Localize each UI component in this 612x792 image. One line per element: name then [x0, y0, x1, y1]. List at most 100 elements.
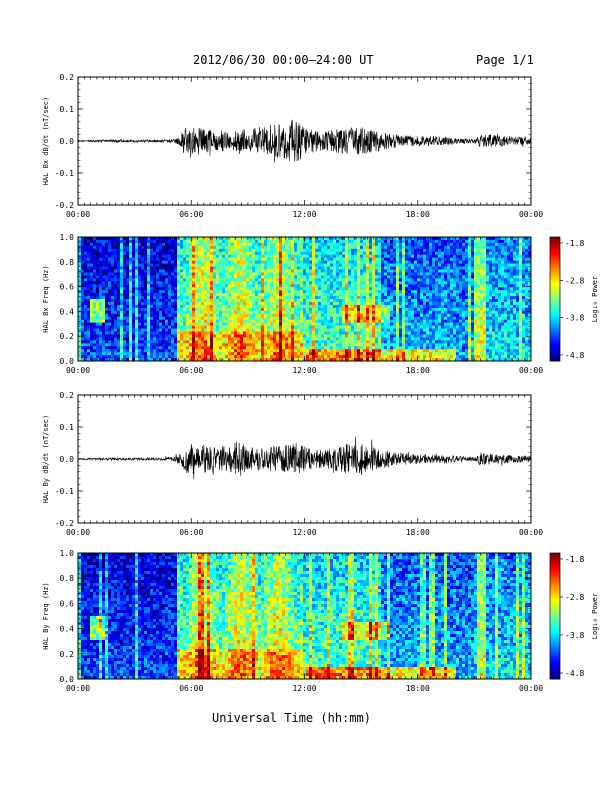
panel-1-cell [216, 346, 220, 350]
panel-1-cell [357, 296, 361, 300]
panel-1-cell [99, 343, 103, 347]
panel-1-cell [354, 304, 358, 309]
panel-1-cell [342, 293, 346, 297]
panel-1-cell [228, 304, 232, 309]
panel-1-cell [348, 346, 352, 350]
panel-1-cell [384, 328, 388, 332]
panel-1-cell [132, 349, 136, 353]
panel-1-cell [357, 263, 361, 267]
panel-1-cell [345, 299, 349, 303]
panel-1-cell [345, 304, 349, 309]
panel-1-cell [279, 331, 283, 335]
panel-1-cell [243, 358, 247, 362]
panel-1-cell [135, 266, 139, 270]
panel-1-cell [318, 248, 322, 253]
panel-1-cell [375, 316, 379, 321]
panel-1-cell [234, 334, 238, 338]
panel-1-cell [264, 313, 268, 318]
panel-1-cell [405, 325, 409, 329]
panel-1-cell [309, 355, 313, 359]
panel-1-cell [288, 328, 292, 332]
panel-1-cell [366, 242, 370, 247]
panel-1-cell [174, 331, 178, 335]
panel-1-cell [228, 251, 232, 256]
panel-1-cell [207, 313, 211, 318]
panel-1-cell [93, 358, 97, 362]
panel-1-cell [327, 310, 331, 315]
panel-1-cell [90, 328, 94, 332]
panel-1-cell [207, 316, 211, 321]
panel-1-cell [294, 281, 298, 285]
panel-1-cell [321, 293, 325, 297]
panel-1-cell [231, 334, 235, 338]
panel-1-cell [291, 237, 295, 241]
panel-1-cell [285, 299, 289, 303]
panel-1-cell [324, 281, 328, 285]
panel-1-cell [177, 293, 181, 297]
panel-1-cell [99, 316, 103, 321]
panel-1-cell [366, 331, 370, 335]
panel-1-cell [342, 340, 346, 344]
panel-1-cell [159, 316, 163, 321]
panel-1-cell [279, 310, 283, 315]
panel-1-cell [234, 337, 238, 341]
panel-1-cell [126, 331, 130, 335]
panel-1-cell [225, 269, 229, 273]
panel-1-cell [102, 257, 106, 262]
panel-1-cell [294, 263, 298, 267]
panel-1-cell [216, 328, 220, 332]
panel-1-cell [357, 319, 361, 324]
panel-1-cell [249, 242, 253, 247]
panel-1-cell [297, 248, 301, 253]
panel-1-cell [210, 260, 214, 264]
panel-1-cell [96, 263, 100, 267]
panel-1-cell [105, 293, 109, 297]
panel-1-cell [207, 304, 211, 309]
panel-1-cell [165, 293, 169, 297]
panel-1-cell [267, 352, 271, 356]
panel-1-cell [84, 343, 88, 347]
panel-1-cell [237, 304, 241, 309]
panel-1-cell [219, 325, 223, 329]
panel-1-cell [135, 358, 139, 362]
panel-1-cell [327, 307, 331, 312]
panel-1-cell [78, 290, 82, 294]
panel-1-cell [165, 257, 169, 262]
panel-1-cell [150, 349, 154, 353]
panel-1-cell [411, 319, 415, 324]
panel-1-cell [351, 328, 355, 332]
panel-1-cell [327, 334, 331, 338]
panel-1-cell [195, 284, 199, 288]
panel-1-cell [249, 343, 253, 347]
panel-1-cell [258, 242, 262, 247]
panel-1-cell [384, 251, 388, 256]
panel-1-cell [219, 319, 223, 324]
panel-1-cell [285, 290, 289, 294]
panel-1-cell [351, 316, 355, 321]
panel-1-cell [222, 263, 226, 267]
panel-1-cell [159, 275, 163, 279]
panel-1-cell [141, 293, 145, 297]
panel-1-cell [99, 296, 103, 300]
panel-1-cell [108, 281, 112, 285]
panel-1-cell [399, 245, 403, 250]
panel-1-cell [126, 290, 130, 294]
panel-1-cell [111, 349, 115, 353]
panel-1-cell [315, 237, 319, 241]
panel-1-cell [387, 278, 391, 282]
panel-1-cell [159, 245, 163, 250]
panel-1-cell [300, 290, 304, 294]
panel-1-cell [138, 337, 142, 341]
panel-1-cell [96, 290, 100, 294]
panel-1-cell [330, 343, 334, 347]
panel-1-cell [393, 239, 397, 244]
panel-1-cell [93, 245, 97, 250]
panel-1-cell [222, 293, 226, 297]
panel-1-cell [396, 287, 400, 291]
panel-1-cell [225, 337, 229, 341]
panel-1-cell [162, 275, 166, 279]
panel-1-cell [291, 275, 295, 279]
panel-1-cell [297, 313, 301, 318]
panel-1-cell [141, 307, 145, 312]
panel-1-cell [114, 325, 118, 329]
